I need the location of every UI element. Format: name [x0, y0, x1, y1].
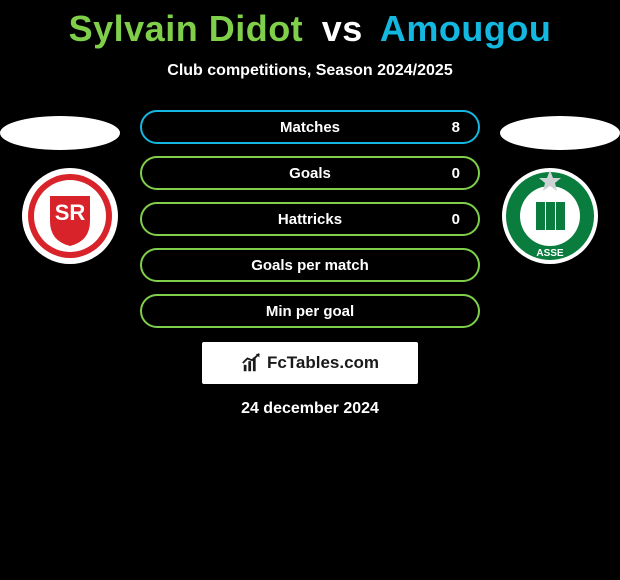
svg-text:SR: SR	[55, 200, 86, 225]
club-badge-right: ASSE	[500, 166, 600, 266]
stat-bar-value: 0	[452, 165, 460, 182]
reims-badge-icon: SR	[20, 166, 120, 266]
vs-separator: vs	[322, 8, 363, 49]
stat-bar-label: Min per goal	[266, 303, 354, 320]
stat-bar-label: Hattricks	[278, 211, 342, 228]
svg-text:ASSE: ASSE	[536, 248, 564, 259]
player2-marker-ellipse	[500, 116, 620, 150]
club-badge-left: SR	[20, 166, 120, 266]
stat-bar: Goals per match	[140, 248, 480, 282]
stat-bar: Min per goal	[140, 294, 480, 328]
stat-bar: Hattricks 0	[140, 202, 480, 236]
stat-bar-value: 0	[452, 211, 460, 228]
comparison-content: SR ASSE Matches 8 Goals 0 Hattricks 0 Goals pe…	[0, 110, 620, 418]
stat-bar-label: Goals per match	[251, 257, 369, 274]
player2-name: Amougou	[380, 8, 551, 49]
snapshot-date: 24 december 2024	[0, 400, 620, 418]
stat-bar-value: 8	[452, 119, 460, 136]
player1-name: Sylvain Didot	[69, 8, 304, 49]
watermark: FcTables.com	[202, 342, 418, 384]
stat-bar-label: Matches	[280, 119, 340, 136]
stat-bar: Matches 8	[140, 110, 480, 144]
watermark-text: FcTables.com	[267, 353, 379, 373]
asse-badge-icon: ASSE	[500, 166, 600, 266]
player1-marker-ellipse	[0, 116, 120, 150]
subtitle: Club competitions, Season 2024/2025	[0, 62, 620, 80]
stat-bar-label: Goals	[289, 165, 331, 182]
stat-bars: Matches 8 Goals 0 Hattricks 0 Goals per match M…	[140, 110, 480, 328]
comparison-title: Sylvain Didot vs Amougou	[0, 0, 620, 50]
chart-icon	[241, 352, 263, 374]
stat-bar: Goals 0	[140, 156, 480, 190]
